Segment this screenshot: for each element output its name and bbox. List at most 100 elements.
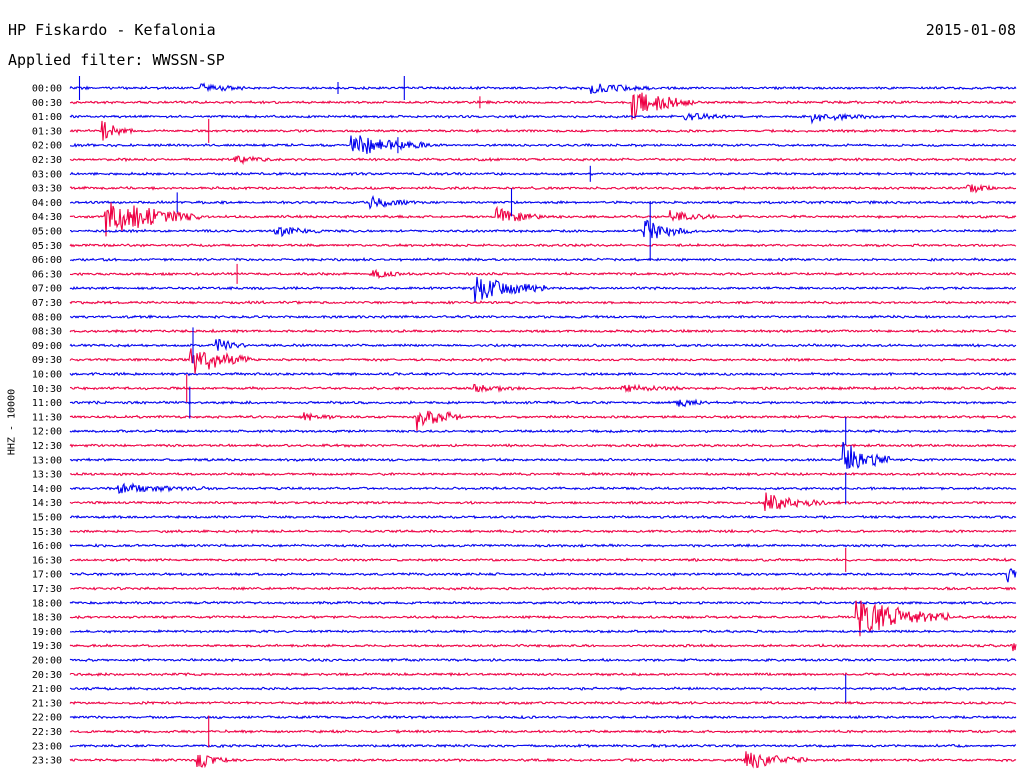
trace-row <box>70 135 1017 154</box>
trace-row <box>69 82 1017 95</box>
trace-row <box>70 268 1017 280</box>
trace-row <box>69 202 1017 237</box>
time-tick-label: 17:30 <box>32 584 62 595</box>
trace-row <box>69 528 1017 534</box>
time-tick-label: 09:30 <box>32 355 62 366</box>
time-tick-label: 13:30 <box>32 470 62 481</box>
time-tick-label: 07:30 <box>32 298 62 309</box>
time-tick-label: 02:30 <box>32 155 62 166</box>
trace-row <box>69 657 1017 663</box>
time-tick-label: 20:00 <box>32 656 62 667</box>
trace-row <box>69 628 1017 634</box>
time-tick-label: 14:30 <box>32 498 62 509</box>
time-tick-label: 03:00 <box>32 169 62 180</box>
time-tick-labels: 00:00 00:30 01:00 01:30 02:00 02:30 03:00 03:30… <box>32 84 62 767</box>
time-tick-label: 18:00 <box>32 598 62 609</box>
time-tick-label: 18:30 <box>32 613 62 624</box>
time-tick-label: 08:30 <box>32 327 62 338</box>
trace-row <box>69 410 1017 431</box>
trace-row <box>69 242 1017 248</box>
time-tick-label: 23:00 <box>32 741 62 752</box>
time-tick-label: 17:00 <box>32 570 62 581</box>
time-tick-label: 13:00 <box>32 455 62 466</box>
record-date: 2015-01-08 <box>925 21 1016 39</box>
trace-row <box>69 671 1017 677</box>
time-tick-label: 06:00 <box>32 255 62 266</box>
trace-row <box>69 398 1017 408</box>
trace-row <box>69 120 1017 141</box>
time-tick-label: 11:30 <box>32 412 62 423</box>
time-tick-label: 14:00 <box>32 484 62 495</box>
trace-row <box>69 743 1017 749</box>
time-tick-label: 01:00 <box>32 112 62 123</box>
trace-row <box>69 686 1017 692</box>
time-tick-label: 05:30 <box>32 241 62 252</box>
trace-row <box>69 600 1017 606</box>
time-tick-label: 12:30 <box>32 441 62 452</box>
time-tick-label: 23:30 <box>32 756 62 767</box>
trace-row <box>69 714 1017 720</box>
time-tick-label: 11:00 <box>32 398 62 409</box>
time-tick-label: 10:30 <box>32 384 62 395</box>
trace-row <box>69 171 1017 177</box>
seismogram-spikes <box>78 76 847 748</box>
station-title: HP Fiskardo - Kefalonia <box>8 21 216 39</box>
time-tick-label: 16:00 <box>32 541 62 552</box>
time-tick-label: 12:00 <box>32 427 62 438</box>
trace-row <box>69 600 1017 637</box>
time-tick-label: 22:00 <box>32 713 62 724</box>
trace-row <box>69 543 1017 549</box>
time-tick-label: 19:00 <box>32 627 62 638</box>
trace-row <box>69 492 1017 512</box>
time-tick-label: 07:00 <box>32 284 62 295</box>
time-tick-label: 10:00 <box>32 370 62 381</box>
trace-row <box>69 371 1017 377</box>
time-tick-label: 09:00 <box>32 341 62 352</box>
time-tick-label: 21:30 <box>32 698 62 709</box>
trace-row <box>69 257 1017 263</box>
seismogram-traces <box>69 82 1017 769</box>
time-tick-label: 15:30 <box>32 527 62 538</box>
trace-row <box>69 314 1017 320</box>
trace-row <box>69 328 1017 334</box>
filter-label: Applied filter: WWSSN-SP <box>8 51 225 69</box>
time-tick-label: 06:30 <box>32 269 62 280</box>
time-tick-label: 01:30 <box>32 126 62 137</box>
time-tick-label: 19:30 <box>32 641 62 652</box>
trace-row <box>69 194 1017 210</box>
trace-row <box>69 482 1017 494</box>
time-tick-label: 20:30 <box>32 670 62 681</box>
time-tick-label: 05:00 <box>32 227 62 238</box>
trace-row <box>69 441 1016 469</box>
trace-row <box>69 428 1017 434</box>
time-tick-label: 00:30 <box>32 98 62 109</box>
time-tick-label: 21:00 <box>32 684 62 695</box>
trace-row <box>69 300 1017 305</box>
trace-row <box>69 557 1017 563</box>
trace-row <box>69 471 1017 477</box>
trace-row <box>69 700 1017 706</box>
time-tick-label: 22:30 <box>32 727 62 738</box>
trace-row <box>69 585 1017 592</box>
time-tick-label: 00:00 <box>32 84 62 95</box>
trace-row <box>69 92 1017 120</box>
time-tick-label: 04:30 <box>32 212 62 223</box>
trace-row <box>69 514 1017 520</box>
time-tick-label: 15:00 <box>32 513 62 524</box>
trace-row <box>69 112 1017 125</box>
trace-row <box>69 751 1017 769</box>
trace-row <box>69 729 1017 734</box>
time-tick-label: 04:00 <box>32 198 62 209</box>
trace-row <box>69 643 1017 652</box>
trace-row <box>69 443 1017 449</box>
trace-row <box>70 219 1017 239</box>
trace-row <box>69 155 1017 166</box>
trace-row <box>69 348 1017 374</box>
trace-row <box>69 183 1017 194</box>
trace-row <box>69 568 1017 583</box>
time-tick-label: 02:00 <box>32 141 62 152</box>
time-tick-label: 16:30 <box>32 555 62 566</box>
trace-row <box>69 338 1017 351</box>
time-tick-label: 08:00 <box>32 312 62 323</box>
